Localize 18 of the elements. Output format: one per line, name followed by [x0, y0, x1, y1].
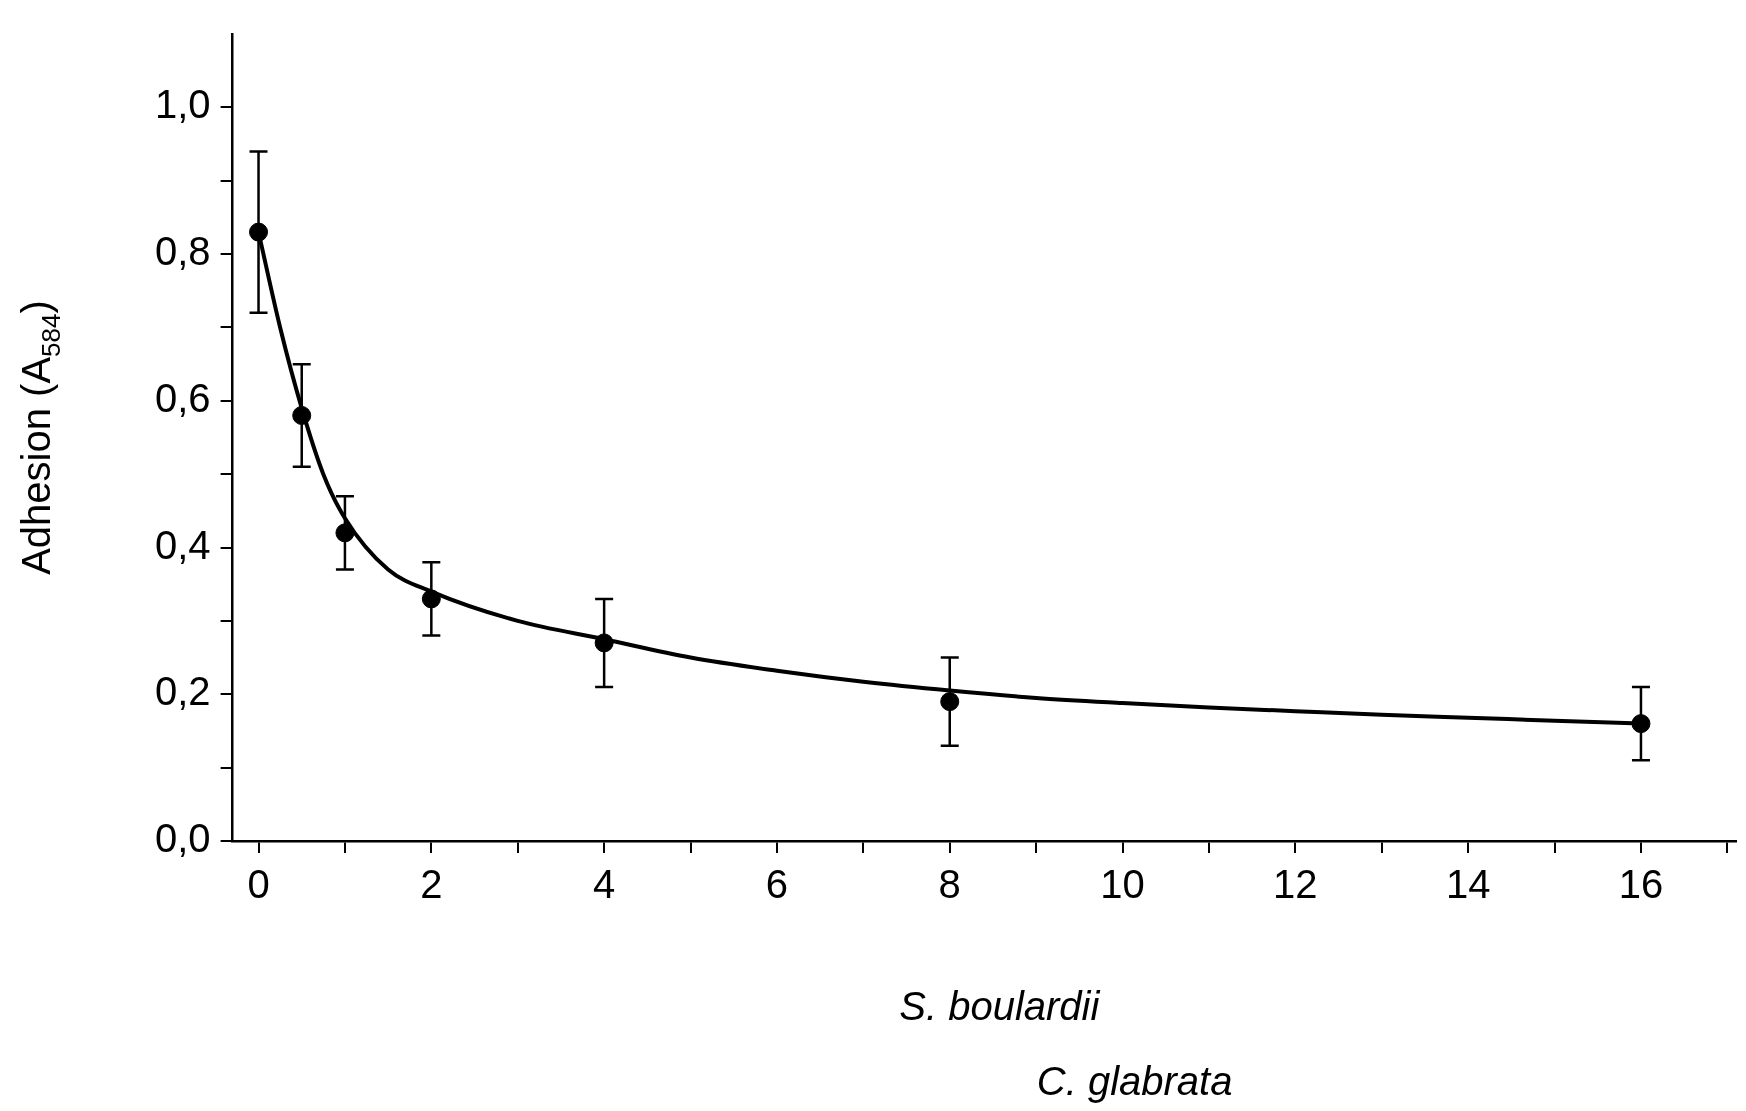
- x-tick-label: 8: [938, 862, 961, 907]
- y-tick-label: 0,6: [155, 375, 211, 420]
- y-tick-label: 0,2: [155, 669, 211, 714]
- x-tick-label: 2: [420, 862, 443, 907]
- y-tick-label: 0,4: [155, 522, 211, 567]
- x-tick-label: 12: [1273, 862, 1318, 907]
- x-axis-title: S. boulardii: [899, 984, 1101, 1028]
- x-tick-label: 6: [765, 862, 789, 907]
- text: C. glabrata: [1036, 1059, 1233, 1103]
- y-tick-label: 0,8: [155, 229, 211, 274]
- x-tick-label: 4: [593, 862, 616, 907]
- x-tick-label: 0: [247, 862, 270, 907]
- y-tick-label: 0,0: [155, 816, 211, 861]
- y-axis-title: Adhesion (A584): [14, 300, 66, 575]
- x-tick-label: 14: [1445, 862, 1491, 907]
- x-tick-label: 10: [1100, 862, 1145, 907]
- y-tick-label: 1,0: [155, 82, 211, 127]
- x-tick-label: 16: [1618, 862, 1664, 907]
